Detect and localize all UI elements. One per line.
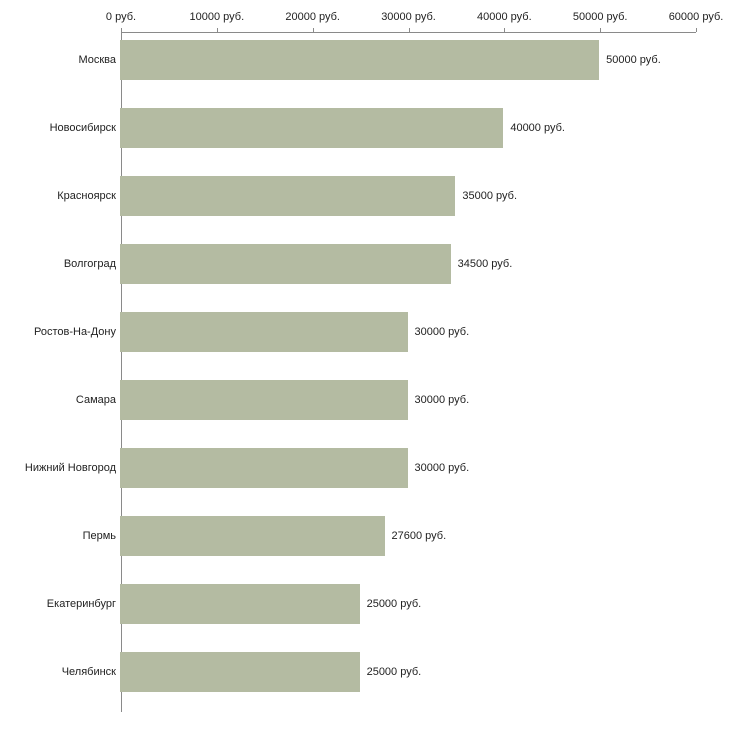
x-tick-label: 10000 руб. <box>189 11 245 23</box>
x-tick-mark <box>504 28 506 32</box>
bar-value-label: 30000 руб. <box>414 462 470 474</box>
bar <box>120 448 408 488</box>
bar-row: Самара 30000 руб. <box>0 380 730 420</box>
bar-row: Екатеринбург 25000 руб. <box>0 584 730 624</box>
bar <box>120 516 385 556</box>
bar <box>120 40 600 80</box>
x-tick-label: 0 руб. <box>105 11 137 23</box>
bar-row: Красноярск 35000 руб. <box>0 176 730 216</box>
bar-row: Волгоград 34500 руб. <box>0 244 730 284</box>
x-tick-label: 20000 руб. <box>285 11 340 23</box>
bar-category-label: Самара <box>75 394 116 406</box>
bar-category-label: Екатеринбург <box>46 598 116 610</box>
bar-value-label: 34500 руб. <box>457 258 513 270</box>
x-tick-mark <box>696 28 697 32</box>
bar-value-label: 25000 руб. <box>366 598 422 610</box>
bar-row: Челябинск 25000 руб. <box>0 652 730 692</box>
bar <box>120 584 360 624</box>
bar-category-label: Красноярск <box>57 190 116 202</box>
bar-row: Москва 50000 руб. <box>0 40 730 80</box>
bar-value-label: 30000 руб. <box>414 326 470 338</box>
bar-category-label: Пермь <box>82 530 116 542</box>
bar-category-label: Челябинск <box>61 666 116 678</box>
bar <box>120 312 408 352</box>
bar-row: Пермь 27600 руб. <box>0 516 730 556</box>
bar <box>120 176 456 216</box>
x-tick-label: 30000 руб. <box>381 11 436 23</box>
bar-value-label: 27600 руб. <box>391 530 447 542</box>
bar <box>120 244 451 284</box>
x-tick-mark <box>121 28 122 32</box>
bar-row: Нижний Новгород 30000 руб. <box>0 448 730 488</box>
bar-row: Ростов-На-Дону 30000 руб. <box>0 312 730 352</box>
x-tick-label: 60000 руб. <box>668 11 724 23</box>
bar-value-label: 40000 руб. <box>510 122 565 134</box>
bar-category-label: Новосибирск <box>49 122 116 134</box>
bar-value-label: 25000 руб. <box>366 666 422 678</box>
bar-category-label: Москва <box>78 54 116 66</box>
bar-category-label: Волгоград <box>63 258 116 270</box>
bar-value-label: 30000 руб. <box>414 394 470 406</box>
x-tick-mark <box>312 28 314 32</box>
bar <box>120 652 360 692</box>
bar-category-label: Ростов-На-Дону <box>33 326 116 338</box>
x-tick-label: 40000 руб. <box>477 11 532 23</box>
bar <box>120 108 504 148</box>
x-tick-mark <box>216 28 218 32</box>
y-axis-line <box>121 32 122 712</box>
bar <box>120 380 408 420</box>
x-tick-label: 50000 руб. <box>572 11 628 23</box>
bar-row: Новосибирск 40000 руб. <box>0 108 730 148</box>
x-axis-line <box>121 32 696 33</box>
bar-value-label: 35000 руб. <box>462 190 518 202</box>
bar-value-label: 50000 руб. <box>606 54 661 66</box>
x-tick-mark <box>408 28 410 32</box>
bar-category-label: Нижний Новгород <box>24 462 116 474</box>
x-tick-mark <box>600 28 602 32</box>
